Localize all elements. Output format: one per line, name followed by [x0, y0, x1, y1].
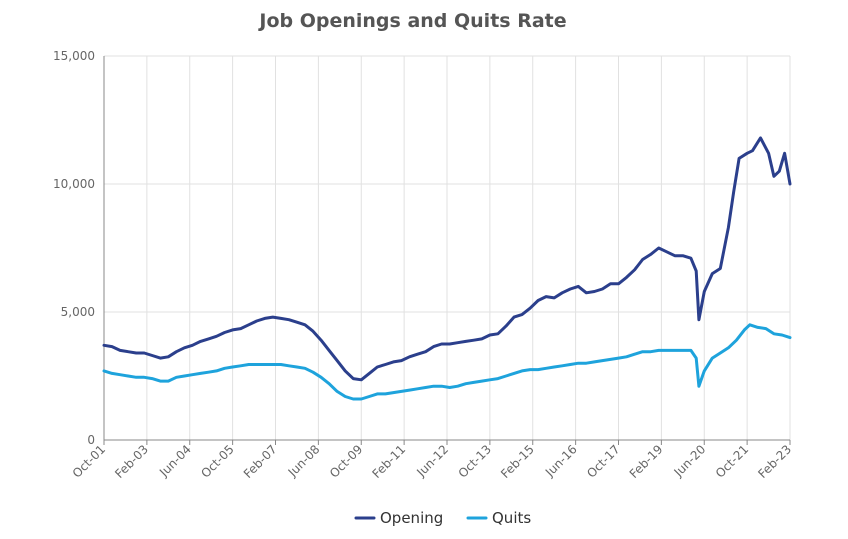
- legend-label: Quits: [492, 509, 531, 527]
- series-group: [102, 136, 792, 401]
- x-tick-label: Feb-03: [112, 442, 151, 481]
- x-tick-label: Jun-20: [671, 442, 709, 480]
- x-tick-label: Jun-12: [413, 442, 451, 480]
- x-tick-label: Feb-23: [755, 442, 794, 481]
- x-tick-label: Oct-13: [456, 442, 494, 480]
- legend[interactable]: Opening Quits: [354, 509, 531, 527]
- x-tick-label: Feb-15: [498, 442, 537, 481]
- y-tick-label: 15,000: [53, 49, 95, 63]
- x-tick-label: Jun-16: [542, 442, 580, 480]
- x-tick-label: Oct-05: [198, 442, 236, 480]
- y-tick-label: 10,000: [53, 177, 95, 191]
- legend-label: Opening: [380, 509, 443, 527]
- y-tick-label: 0: [87, 433, 95, 447]
- chart-title: Job Openings and Quits Rate: [257, 10, 566, 32]
- x-tick-label: Oct-09: [327, 442, 365, 480]
- series-line-quits: [102, 323, 792, 401]
- x-tick-label: Oct-17: [584, 442, 622, 480]
- x-tick-label: Jun-08: [285, 442, 323, 480]
- x-tick-label: Oct-01: [70, 442, 108, 480]
- legend-item-opening[interactable]: Opening: [354, 509, 443, 527]
- x-tick-label: Oct-21: [713, 442, 751, 480]
- x-tick-label: Feb-11: [369, 442, 408, 481]
- x-tick-label: Feb-19: [627, 442, 666, 481]
- y-axis: 0 5,000 10,000 15,000: [53, 49, 105, 447]
- legend-item-quits[interactable]: Quits: [466, 509, 531, 527]
- y-tick-label: 5,000: [61, 305, 95, 319]
- x-tick-label: Jun-04: [156, 442, 194, 480]
- series-line-opening: [102, 136, 792, 382]
- x-tick-label: Feb-07: [241, 442, 280, 481]
- x-axis: Oct-01 Feb-03 Jun-04 Oct-05 Feb-07 Jun-08 Oct-…: [70, 439, 794, 481]
- grid: [103, 55, 791, 441]
